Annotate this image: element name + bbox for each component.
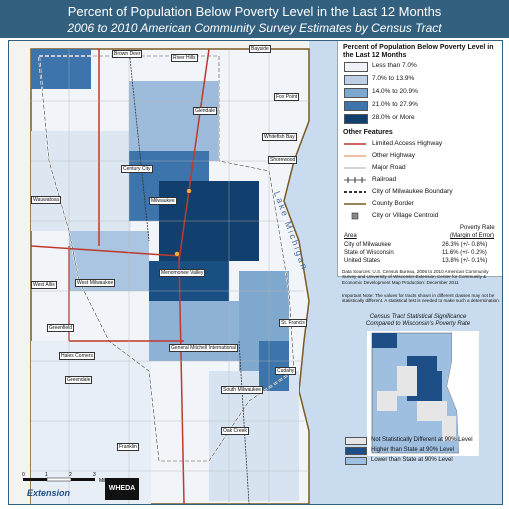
rate-header-1: Poverty Rate [460,225,495,231]
highway-i94-west [30,245,180,257]
place-label: Brown Deer [112,50,143,58]
feature-county-border: County Border [344,200,414,207]
legend-swatch [344,62,368,72]
map-title: Percent of Population Below Poverty Leve… [67,4,442,19]
place-label: South Milwaukee [221,386,264,394]
place-label: Hales Corners [59,352,95,360]
svg-text:2: 2 [69,472,72,478]
feature-other-highway: Other Highway [344,152,415,159]
railroad-2 [128,48,150,242]
place-label: St. Francis [279,319,307,327]
area-header: Area [344,233,357,239]
place-label: Bayside [249,45,271,53]
inset-map [367,331,479,456]
inset-legend-row: Higher than State at 90% Level [345,446,502,455]
tract-dark-shore [259,341,289,391]
place-label: West Milwaukee [75,279,116,287]
place-label: Oak Creek [221,427,249,435]
legend-panel: Percent of Population Below Poverty Leve… [337,41,502,277]
legend-class: 28.0% or More [344,113,502,124]
railroad-1 [238,340,250,504]
legend-class: 14.0% to 20.9% [344,87,502,98]
scale-bar: 0 1 2 3 Miles [22,472,111,484]
title-bar: Percent of Population Below Poverty Leve… [0,0,509,38]
rate-row: City of Milwaukee 26.3% (+/- 0.8%) [344,242,488,248]
place-label: Milwaukee [149,197,177,205]
svg-text:0: 0 [22,472,25,478]
map-frame: Lake Michigan Brown Deer River Hills Bay… [8,40,503,505]
place-label: River Hills [171,54,198,62]
legend-class: 21.0% to 27.9% [344,100,502,111]
legend-swatch [344,114,368,124]
tract-darkest-near-south [149,261,229,301]
place-label: General Mitchell International [169,344,239,352]
tract-light-sw [31,341,151,504]
centroid-menomonee [174,251,180,257]
map-subtitle: 2006 to 2010 American Community Survey E… [67,21,442,35]
extension-logo: Extension [27,488,71,498]
feature-railroad: Railroad [344,176,397,183]
legend-class: 7.0% to 13.9% [344,74,502,85]
place-label: Franklin [117,443,139,451]
svg-text:1: 1 [45,472,48,478]
feature-centroid: City or Village Centroid [344,211,502,221]
wheda-logo: WHEDA [105,478,139,500]
place-label: Greendale [65,376,93,384]
rate-row: United States 13.8% (+/- 0.1%) [344,258,488,264]
legend-title: Percent of Population Below Poverty Leve… [343,44,494,59]
data-sources: Data Sources: U.S. Census Bureau, 2006 t… [342,269,489,285]
rate-row: State of Wisconsin 11.6% (+/- 0.2%) [344,250,487,256]
place-label: Whitefish Bay [262,133,297,141]
feature-major-road: Major Road [344,164,406,171]
place-label: Wauwatosa [31,196,61,204]
important-note: Important Note: The values for tracts sh… [342,293,500,304]
legend-swatch [344,101,368,111]
feature-highway: Limited Access Highway [344,140,443,147]
place-label: Cudahy [275,367,297,375]
inset-legend-row: Lower than State at 90% Level [345,456,502,465]
feature-city-boundary: City of Milwaukee Boundary [344,188,453,195]
tract-mid-north [129,81,219,161]
inset-legend-row: Not Statistically Different at 90% Level [345,436,502,445]
place-label: Greenfield [47,324,75,332]
inset-title: Census Tract Statistical Significance Com… [365,314,471,327]
place-label: Fox Point [274,93,300,101]
features-title: Other Features [343,129,393,136]
place-label: West Allis [31,281,57,289]
rate-header-2: (Margin of Error) [450,233,495,239]
centroid-milwaukee [186,188,192,194]
svg-text:3: 3 [93,472,96,478]
place-label: Shorewood [268,156,298,164]
place-label: Menomonee Valley [159,269,206,277]
place-label: Century City [121,165,153,173]
highway-i94-south [178,255,185,504]
legend-swatch [344,88,368,98]
place-label: Glendale [193,107,218,115]
tract-light-nw [31,131,131,231]
legend-class: Less than 7.0% [344,61,502,72]
legend-swatch [344,75,368,85]
highway-i43-north [178,48,210,262]
